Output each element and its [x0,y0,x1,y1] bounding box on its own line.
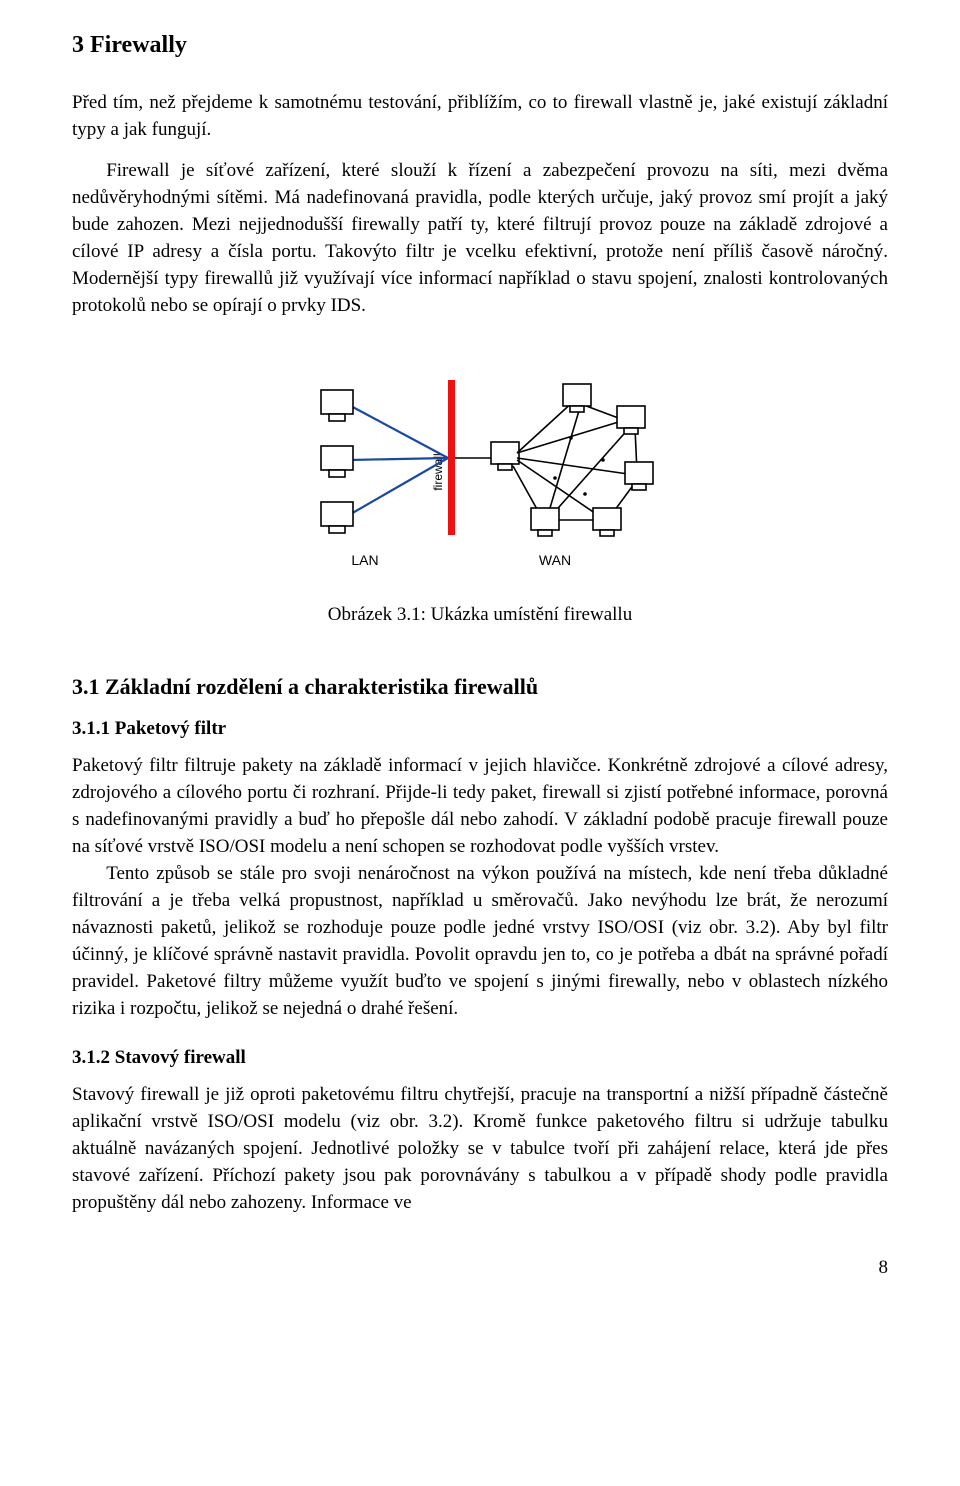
lan-monitor-icon [321,446,353,477]
wan-monitor-icon [617,406,645,434]
page-number: 8 [72,1255,888,1282]
wan-monitor-icon [625,462,653,490]
firewall-diagram-svg: firewall [285,360,675,580]
wan-joint [553,476,557,480]
stateful-heading: 3.1.2 Stavový firewall [72,1045,888,1072]
wan-monitor-icon [593,508,621,536]
lan-label: LAN [351,552,378,568]
figure-firewall-diagram: firewall [72,360,888,580]
lan-link [349,405,448,458]
intro-paragraph-1: Před tím, než přejdeme k samotnému testo… [72,90,888,144]
lan-monitor-icon [321,502,353,533]
firewall-bar-icon [448,380,455,535]
lan-monitor-icon [321,390,353,421]
wan-monitor-icon [531,508,559,536]
wan-joint [583,492,587,496]
packet-filter-paragraph-1: Paketový filtr filtruje pakety na základ… [72,753,888,861]
subsection-heading: 3.1 Základní rozdělení a charakteristika… [72,671,888,702]
page: 3 Firewally Před tím, než přejdeme k sam… [0,0,960,1321]
wan-link [517,400,575,453]
wan-joint [601,458,605,462]
figure-caption: Obrázek 3.1: Ukázka umístění firewallu [72,602,888,629]
wan-hub-monitor-icon [491,442,519,470]
intro-paragraph-2: Firewall je síťové zařízení, které slouž… [72,158,888,320]
wan-joint [569,436,573,440]
wan-label: WAN [539,552,571,568]
packet-filter-heading: 3.1.1 Paketový filtr [72,716,888,743]
stateful-paragraph-1: Stavový firewall je již oproti paketovém… [72,1082,888,1217]
section-heading: 3 Firewally [72,28,888,62]
packet-filter-paragraph-2: Tento způsob se stále pro svoji nenáročn… [72,861,888,1023]
